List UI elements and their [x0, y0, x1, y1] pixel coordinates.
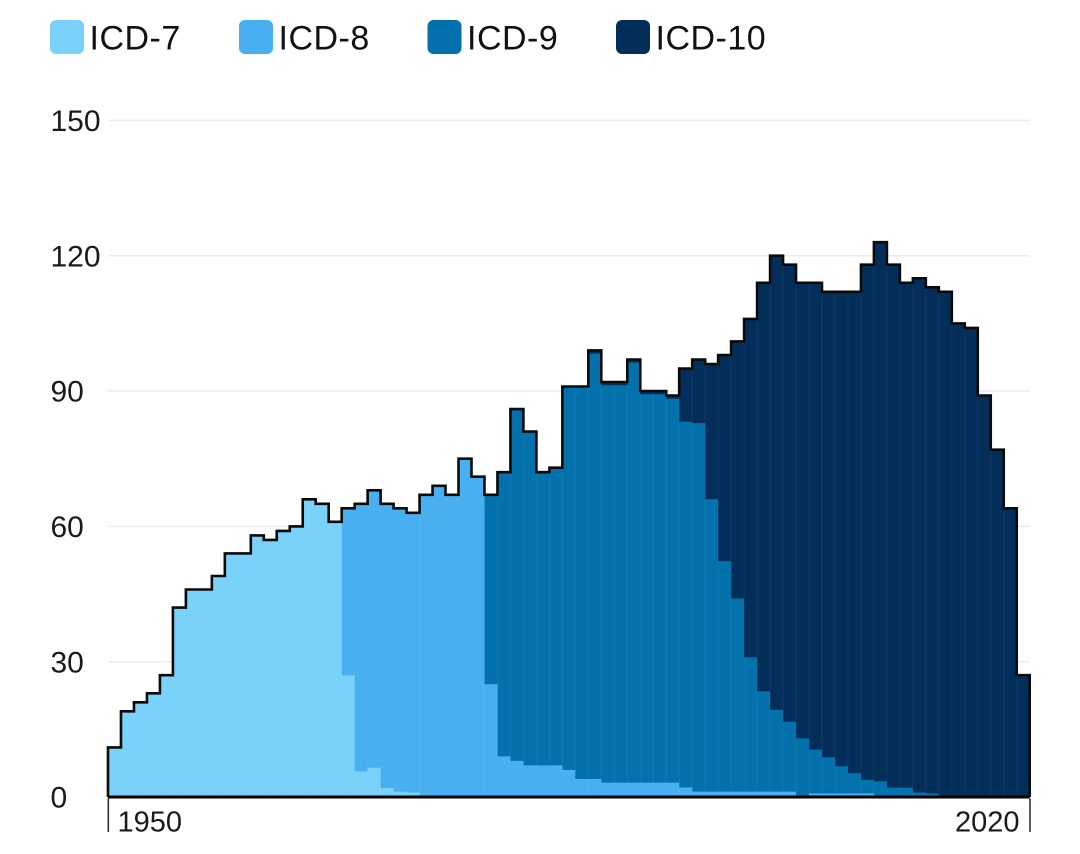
svg-text:120: 120: [51, 240, 101, 273]
svg-text:30: 30: [51, 646, 84, 679]
svg-text:ICD-8: ICD-8: [279, 20, 370, 58]
svg-text:ICD-7: ICD-7: [90, 20, 181, 58]
svg-text:2020: 2020: [955, 807, 1020, 839]
svg-text:150: 150: [51, 105, 101, 138]
svg-text:60: 60: [51, 511, 84, 544]
svg-text:ICD-10: ICD-10: [656, 20, 767, 58]
svg-text:ICD-9: ICD-9: [467, 20, 558, 58]
svg-text:0: 0: [51, 782, 68, 815]
svg-text:90: 90: [51, 376, 84, 409]
svg-text:1950: 1950: [118, 807, 183, 839]
